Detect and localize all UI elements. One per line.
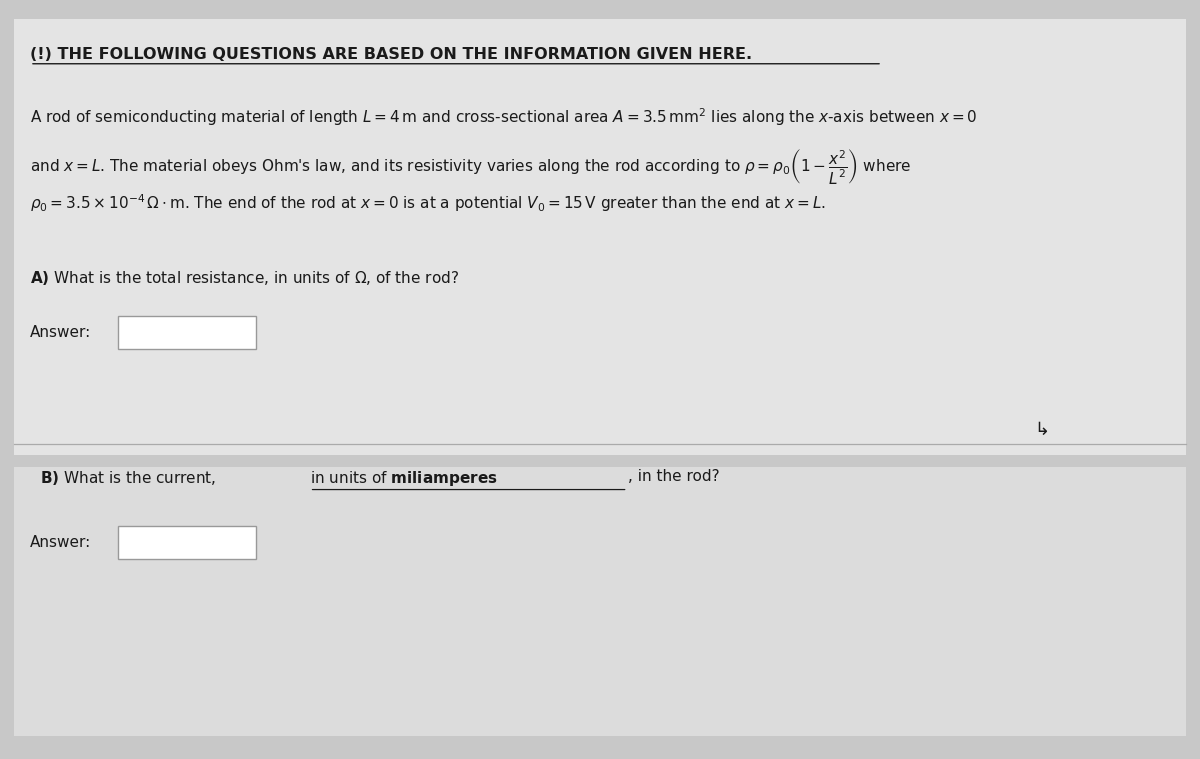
Text: $\rho_0 = 3.5 \times 10^{-4}\,\Omega \cdot \mathrm{m}$. The end of the rod at $x: $\rho_0 = 3.5 \times 10^{-4}\,\Omega \cd… [30,192,826,214]
Text: (!) THE FOLLOWING QUESTIONS ARE BASED ON THE INFORMATION GIVEN HERE.: (!) THE FOLLOWING QUESTIONS ARE BASED ON… [30,47,752,62]
Text: ↳: ↳ [1034,420,1050,439]
Text: $\mathbf{A)}$ What is the total resistance, in units of $\Omega$, of the rod?: $\mathbf{A)}$ What is the total resistan… [30,269,460,288]
Text: A rod of semiconducting material of length $L = 4\,\mathrm{m}$ and cross-section: A rod of semiconducting material of leng… [30,106,978,128]
FancyBboxPatch shape [118,526,256,559]
Text: Answer:: Answer: [30,325,91,340]
Text: Answer:: Answer: [30,535,91,550]
FancyBboxPatch shape [118,316,256,349]
FancyBboxPatch shape [14,467,1186,736]
Text: and $x = L$. The material obeys Ohm's law, and its resistivity varies along the : and $x = L$. The material obeys Ohm's la… [30,147,911,186]
FancyBboxPatch shape [14,19,1186,455]
Text: $\mathbf{B)}$ What is the current,: $\mathbf{B)}$ What is the current, [40,469,217,487]
Text: , in the rod?: , in the rod? [628,469,719,484]
Text: in units of $\mathbf{miliamperes}$: in units of $\mathbf{miliamperes}$ [310,469,497,488]
